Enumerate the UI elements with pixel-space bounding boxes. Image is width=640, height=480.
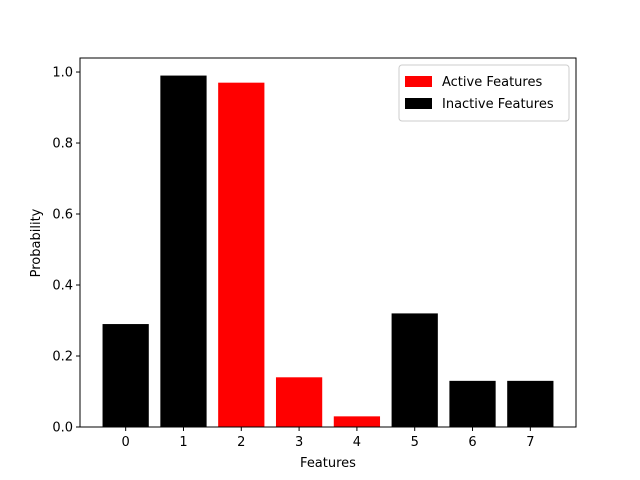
y-tick-label: 0.0: [52, 421, 73, 436]
legend-swatch: [405, 76, 432, 87]
y-tick-label: 0.4: [52, 279, 73, 294]
legend-label: Active Features: [442, 75, 542, 90]
bar: [449, 380, 496, 427]
legend-label: Inactive Features: [442, 97, 554, 112]
bar: [333, 416, 381, 427]
x-tick-label: 7: [526, 435, 534, 450]
x-tick-label: 5: [411, 435, 419, 450]
bar: [160, 75, 207, 428]
y-tick-label: 0.2: [52, 350, 73, 365]
bar: [507, 380, 554, 427]
x-tick-label: 4: [353, 435, 361, 450]
legend-box: [398, 64, 570, 122]
bar: [275, 377, 323, 427]
x-tick-label: 6: [468, 435, 476, 450]
y-tick-label: 0.6: [52, 208, 73, 223]
legend-swatch: [405, 98, 432, 109]
x-tick-label: 1: [179, 435, 187, 450]
y-tick-label: 0.8: [52, 137, 73, 152]
y-axis-label: Probability: [29, 208, 44, 277]
plot-frame: [79, 57, 577, 428]
x-tick-label: 3: [295, 435, 303, 450]
y-tick-label: 1.0: [52, 66, 73, 81]
x-tick-label: 2: [237, 435, 245, 450]
bar: [391, 313, 438, 427]
x-axis-label: Features: [300, 456, 356, 471]
bar: [218, 82, 265, 428]
x-tick-label: 0: [122, 435, 130, 450]
bar: [102, 324, 149, 427]
